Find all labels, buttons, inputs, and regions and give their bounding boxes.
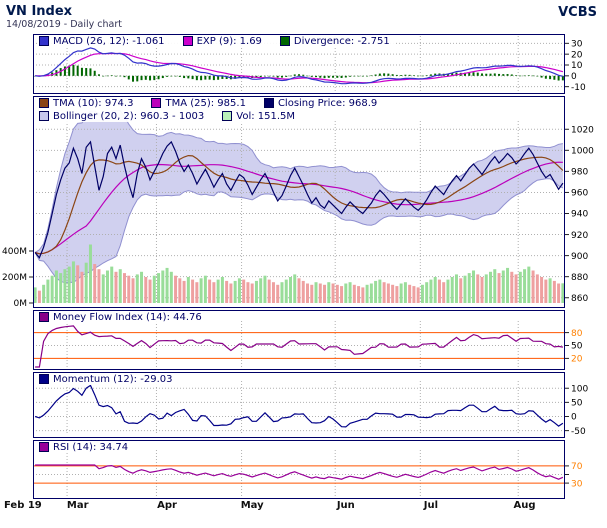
svg-text:200M: 200M — [2, 273, 27, 283]
legend-item-tma25: TMA (25): 985.1 — [151, 97, 246, 109]
legend-item-bollinger: Bollinger (20, 2): 960.3 - 1003 — [39, 111, 204, 122]
x-label-jul: Jul — [423, 500, 439, 511]
tma25-swatch — [151, 98, 162, 108]
x-label-aug: Aug — [513, 500, 536, 511]
rsi-label: RSI (14): 34.74 — [53, 441, 129, 453]
close-swatch — [263, 98, 274, 108]
legend-item-mfi: Money Flow Index (14): 44.76 — [39, 312, 202, 323]
legend-item-vol: Vol: 151.5M — [222, 111, 295, 122]
svg-text:860: 860 — [571, 294, 588, 304]
brand-logo: VCBS — [558, 5, 597, 20]
legend-item-momentum: Momentum (12): -29.03 — [39, 374, 172, 385]
price-legend-row1: TMA (10): 974.3 TMA (25): 985.1 Closing … — [37, 97, 382, 109]
exp-label: EXP (9): 1.69 — [196, 35, 262, 47]
close-label: Closing Price: 968.9 — [277, 97, 378, 109]
macd-panel: 30 20 10 0 -10 MACD (26, 12): -1.061 EXP (9)… — [0, 34, 607, 94]
svg-text:70: 70 — [571, 462, 583, 472]
svg-text:1000: 1000 — [571, 147, 594, 157]
rsi-swatch — [39, 442, 49, 452]
svg-text:940: 940 — [571, 210, 588, 220]
vol-swatch — [222, 111, 233, 121]
rsi-panel: 70 30 RSI (14): 34.74 — [0, 440, 607, 499]
svg-text:50: 50 — [571, 342, 583, 352]
mfi-panel: 80 50 20 Money Flow Index (14): 44.76 — [0, 310, 607, 370]
mfi-legend: Money Flow Index (14): 44.76 — [37, 311, 206, 323]
svg-text:20: 20 — [571, 50, 583, 60]
chart-subtitle: 14/08/2019 - Daily chart — [6, 19, 122, 30]
tma25-label: TMA (25): 985.1 — [165, 97, 246, 109]
legend-item-exp: EXP (9): 1.69 — [182, 35, 262, 47]
svg-text:400M: 400M — [2, 247, 27, 257]
svg-text:0: 0 — [571, 413, 577, 423]
mfi-plot: 80 50 20 — [33, 310, 583, 370]
tma10-swatch — [39, 98, 49, 108]
price-plot: 1020 1000 980 960 940 920 900 880 860 400M 200M 0M — [2, 96, 594, 308]
page-title: VN Index — [6, 4, 73, 19]
divergence-label: Divergence: -2.751 — [293, 35, 390, 47]
price-legend-row2: Bollinger (20, 2): 960.3 - 1003 Vol: 151… — [37, 110, 300, 122]
x-axis: Feb 19 Mar Apr May Jun Jul Aug — [0, 500, 607, 515]
svg-text:900: 900 — [571, 252, 588, 262]
svg-text:30: 30 — [571, 40, 583, 50]
x-label-may: May — [240, 500, 264, 511]
x-label-jun: Jun — [336, 500, 355, 511]
x-label-mar: Mar — [66, 500, 89, 511]
svg-text:10: 10 — [571, 61, 583, 71]
svg-text:30: 30 — [571, 479, 583, 489]
x-label-apr: Apr — [157, 500, 177, 511]
legend-item-tma10: TMA (10): 974.3 — [39, 98, 133, 109]
legend-item-rsi: RSI (14): 34.74 — [39, 442, 128, 453]
svg-text:80: 80 — [571, 329, 583, 339]
header-left: VN Index 14/08/2019 - Daily chart — [6, 4, 122, 32]
svg-text:20: 20 — [571, 355, 583, 365]
legend-item-divergence: Divergence: -2.751 — [279, 35, 390, 47]
momentum-panel: 100 50 0 -50 Momentum (12): -29.03 — [0, 372, 607, 438]
bollinger-label: Bollinger (20, 2): 960.3 - 1003 — [53, 110, 205, 122]
rsi-legend: RSI (14): 34.74 — [37, 441, 133, 453]
rsi-plot: 70 30 — [33, 440, 583, 499]
momentum-label: Momentum (12): -29.03 — [53, 373, 173, 385]
momentum-legend: Momentum (12): -29.03 — [37, 373, 177, 385]
legend-item-close: Closing Price: 968.9 — [263, 97, 378, 109]
legend-item-macd: MACD (26, 12): -1.061 — [39, 36, 165, 47]
exp-swatch — [182, 36, 193, 46]
x-label-feb-19: Feb 19 — [4, 500, 42, 511]
bollinger-swatch — [39, 111, 49, 121]
svg-text:-10: -10 — [571, 83, 586, 93]
svg-text:1020: 1020 — [571, 125, 594, 135]
macd-swatch — [39, 36, 49, 46]
svg-text:0: 0 — [571, 72, 577, 82]
svg-text:-50: -50 — [571, 427, 586, 437]
svg-text:960: 960 — [571, 189, 588, 199]
header: VN Index 14/08/2019 - Daily chart VCBS — [0, 3, 607, 32]
price-panel: 1020 1000 980 960 940 920 900 880 860 400M 200M 0M … — [0, 96, 607, 308]
tma10-label: TMA (10): 974.3 — [53, 97, 134, 109]
macd-legend: MACD (26, 12): -1.061 EXP (9): 1.69 Dive… — [37, 35, 394, 47]
momentum-swatch — [39, 374, 49, 384]
mfi-label: Money Flow Index (14): 44.76 — [53, 311, 202, 323]
divergence-swatch — [279, 36, 290, 46]
svg-text:880: 880 — [571, 273, 588, 283]
svg-text:0M: 0M — [14, 299, 28, 308]
svg-text:920: 920 — [571, 231, 588, 241]
mfi-swatch — [39, 312, 49, 322]
svg-text:100: 100 — [571, 384, 588, 394]
svg-text:50: 50 — [571, 399, 583, 409]
macd-label: MACD (26, 12): -1.061 — [53, 35, 165, 47]
momentum-plot: 100 50 0 -50 — [33, 372, 588, 438]
svg-text:980: 980 — [571, 168, 588, 178]
vol-label: Vol: 151.5M — [236, 110, 296, 122]
